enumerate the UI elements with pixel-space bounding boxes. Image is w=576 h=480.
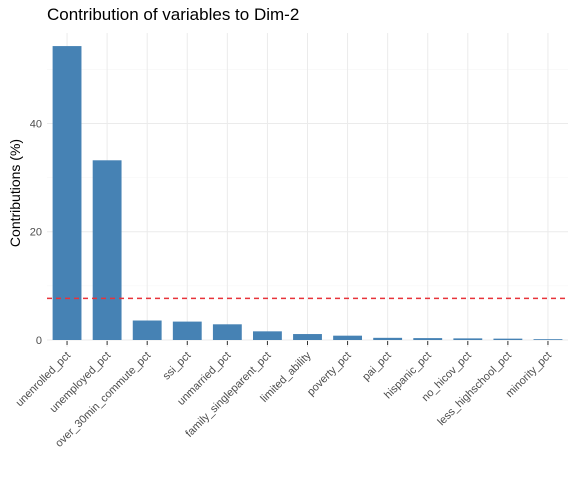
bar — [453, 338, 483, 340]
bar — [333, 335, 363, 340]
y-tick-labels: 0 20 40 — [30, 118, 42, 347]
bar — [413, 338, 443, 340]
bar — [132, 320, 162, 340]
y-tick-label: 40 — [30, 118, 42, 130]
bar — [493, 338, 523, 340]
bar — [252, 331, 282, 340]
y-tick-label: 0 — [36, 335, 42, 347]
bar — [52, 46, 82, 340]
bar — [172, 321, 202, 340]
chart-title: Contribution of variables to Dim-2 — [47, 5, 299, 24]
bar — [533, 339, 563, 340]
y-axis-label: Contributions (%) — [7, 139, 23, 247]
bar — [293, 334, 322, 340]
bars — [52, 46, 563, 340]
y-tick-label: 20 — [30, 227, 42, 239]
bar — [373, 337, 403, 340]
grid-lines — [47, 33, 568, 347]
x-tick-labels: unenrolled_pctunemployed_pctover_30min_c… — [14, 341, 554, 450]
x-tick-label: ssi_pct — [161, 350, 194, 383]
x-tick-label: pai_pct — [360, 350, 394, 384]
bar — [212, 324, 242, 340]
x-tick-label: less_highschool_pct — [435, 350, 514, 429]
bar — [92, 160, 122, 340]
